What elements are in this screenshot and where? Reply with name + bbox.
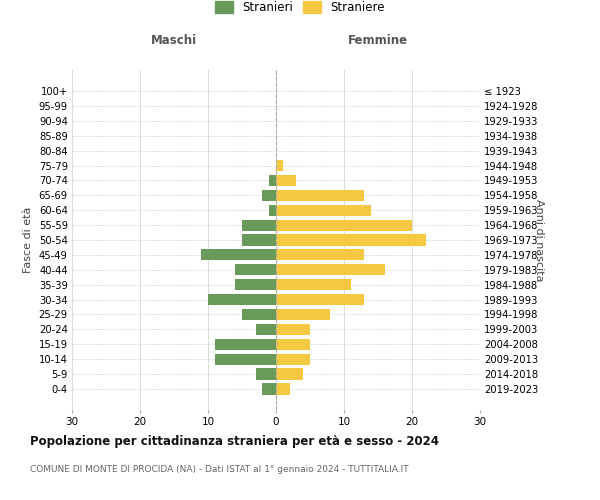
Text: Popolazione per cittadinanza straniera per età e sesso - 2024: Popolazione per cittadinanza straniera p…	[30, 435, 439, 448]
Bar	[276, 175, 296, 186]
Bar	[276, 338, 310, 350]
Bar	[256, 324, 276, 335]
Y-axis label: Fasce di età: Fasce di età	[23, 207, 33, 273]
Bar	[276, 384, 290, 394]
Bar	[276, 324, 310, 335]
Bar	[242, 309, 276, 320]
Bar	[242, 220, 276, 230]
Text: COMUNE DI MONTE DI PROCIDA (NA) - Dati ISTAT al 1° gennaio 2024 - TUTTITALIA.IT: COMUNE DI MONTE DI PROCIDA (NA) - Dati I…	[30, 465, 409, 474]
Bar	[215, 354, 276, 365]
Bar	[276, 204, 371, 216]
Bar	[201, 250, 276, 260]
Bar	[276, 190, 364, 201]
Bar	[276, 264, 385, 276]
Bar	[276, 220, 412, 230]
Text: Maschi: Maschi	[151, 34, 197, 48]
Legend: Stranieri, Straniere: Stranieri, Straniere	[215, 1, 385, 14]
Bar	[276, 160, 283, 171]
Bar	[276, 250, 364, 260]
Bar	[262, 384, 276, 394]
Bar	[276, 294, 364, 305]
Bar	[235, 264, 276, 276]
Bar	[242, 234, 276, 246]
Bar	[208, 294, 276, 305]
Bar	[235, 279, 276, 290]
Text: Femmine: Femmine	[348, 34, 408, 48]
Bar	[276, 234, 425, 246]
Bar	[276, 309, 331, 320]
Bar	[262, 190, 276, 201]
Bar	[276, 279, 351, 290]
Bar	[269, 175, 276, 186]
Bar	[269, 204, 276, 216]
Bar	[256, 368, 276, 380]
Bar	[276, 368, 303, 380]
Y-axis label: Anni di nascita: Anni di nascita	[534, 198, 544, 281]
Bar	[215, 338, 276, 350]
Bar	[276, 354, 310, 365]
